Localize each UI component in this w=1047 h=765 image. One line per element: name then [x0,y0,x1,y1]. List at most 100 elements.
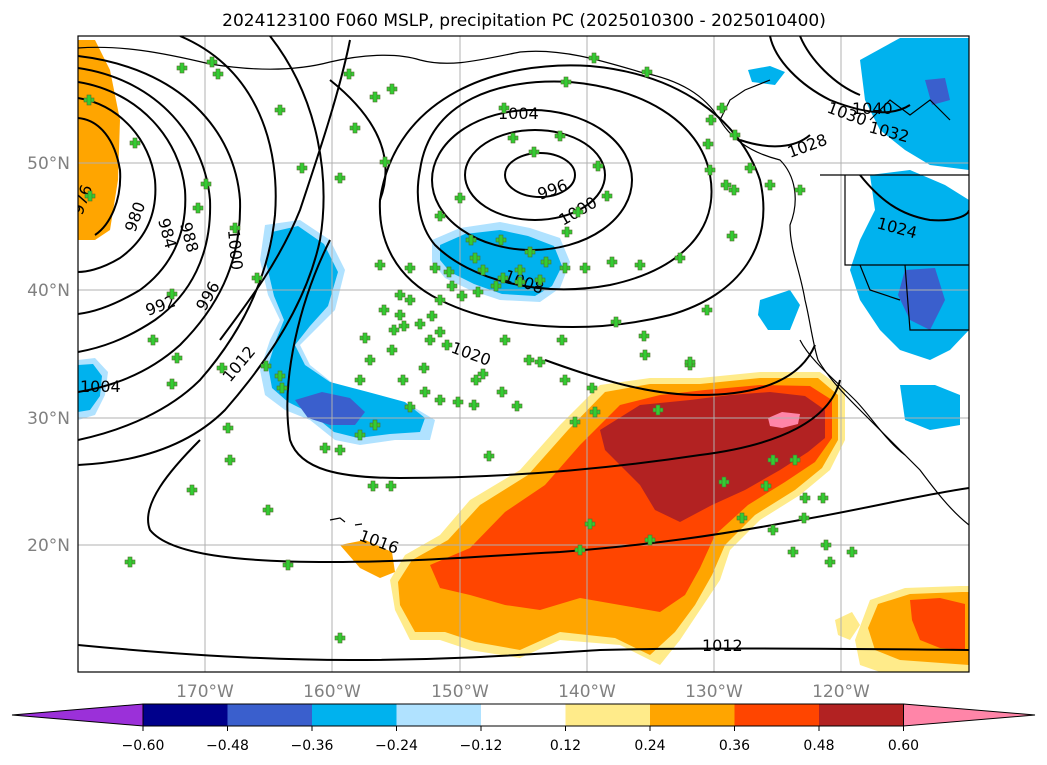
station-marker [434,326,446,338]
station-marker [260,360,272,372]
station-marker [216,362,228,374]
station-marker [354,374,366,386]
station-marker [465,234,477,246]
lat-label-40n: 40°N [27,281,70,301]
colorbar-bin [227,704,313,726]
station-marker [579,262,591,274]
station-marker [572,206,584,218]
station-marker [470,374,482,386]
station-marker [397,374,409,386]
station-marker [262,504,274,516]
station-marker [404,294,416,306]
station-marker [379,156,391,168]
colorbar-bin [481,704,566,726]
station-marker [394,309,406,321]
station-marker [559,262,571,274]
station-marker [200,178,212,190]
colorbar: −0.60 −0.48 −0.36 −0.24 −0.12 0.12 0.24 0.36 0.4… [11,703,1036,754]
colorbar-tick-label: −0.48 [206,738,249,754]
station-marker [176,62,188,74]
station-marker [824,556,836,568]
station-marker [354,429,366,441]
map-panel: 976 980 984 988 992 996 1000 1004 1012 1… [78,36,969,672]
station-marker [446,280,458,292]
colorbar-tick-label: 0.12 [550,738,581,754]
station-marker [483,450,495,462]
colorbar-tick-label: −0.36 [291,738,334,754]
station-marker [434,394,446,406]
isobar-992-closed [504,152,576,198]
station-marker [514,264,526,276]
station-marker [224,454,236,466]
colorbar-bin [734,704,820,726]
station-marker [129,137,141,149]
precip-positive-anomaly [78,40,969,672]
station-marker [634,259,646,271]
station-marker [319,442,331,454]
station-marker [296,162,308,174]
station-marker [469,252,481,264]
station-marker [638,330,650,342]
station-marker [767,454,779,466]
station-marker [369,91,381,103]
station-marker [716,102,728,114]
colorbar-tick-label: 0.48 [803,738,834,754]
station-marker [477,264,489,276]
station-marker [192,202,204,214]
station-marker [701,304,713,316]
figure-title: 2024123100 F060 MSLP, precipitation PC (… [222,11,826,31]
lon-label-130w: 130°W [685,682,743,702]
station-marker [514,276,526,288]
station-marker [559,374,571,386]
station-marker [404,401,416,413]
station-marker [251,272,263,284]
station-marker [586,382,598,394]
colorbar-bin [312,704,397,726]
lat-label-30n: 30°N [27,409,70,429]
station-marker [584,518,596,530]
station-marker [729,129,741,141]
station-marker [418,362,430,374]
station-marker [674,252,686,264]
station-marker [429,262,441,274]
station-marker [499,334,511,346]
station-marker [441,339,453,351]
colorbar-tick-label: 0.24 [634,738,665,754]
station-marker [540,256,552,268]
station-marker [794,184,806,196]
station-marker [452,396,464,408]
lon-label-120w: 120°W [812,682,870,702]
station-marker [334,172,346,184]
station-marker [398,320,410,332]
station-marker [166,378,178,390]
station-marker [124,556,136,568]
colorbar-tick-label: −0.12 [460,738,503,754]
station-marker [443,266,455,278]
lat-label-20n: 20°N [27,536,70,556]
station-marker [426,310,438,322]
isobars [78,36,969,662]
lat-label-50n: 50°N [27,154,70,174]
lon-label-140w: 140°W [558,682,616,702]
station-marker [222,422,234,434]
station-marker [528,146,540,158]
station-marker [511,400,523,412]
station-marker [83,94,95,106]
station-marker [718,476,730,488]
station-marker [404,262,416,274]
station-marker [456,290,468,302]
station-marker [274,370,286,382]
station-marker [374,259,386,271]
station-marker [588,52,600,64]
station-marker [574,544,586,556]
isobar-label-1000-west: 1000 [224,229,246,271]
station-marker [477,368,489,380]
station-marker [601,190,613,202]
colorbar-tick-label: 0.60 [888,738,919,754]
station-marker [556,334,568,346]
station-marker [798,512,810,524]
colorbar-frame [142,703,904,727]
colorbar-bin [565,704,651,726]
station-marker [764,179,776,191]
station-marker [367,480,379,492]
